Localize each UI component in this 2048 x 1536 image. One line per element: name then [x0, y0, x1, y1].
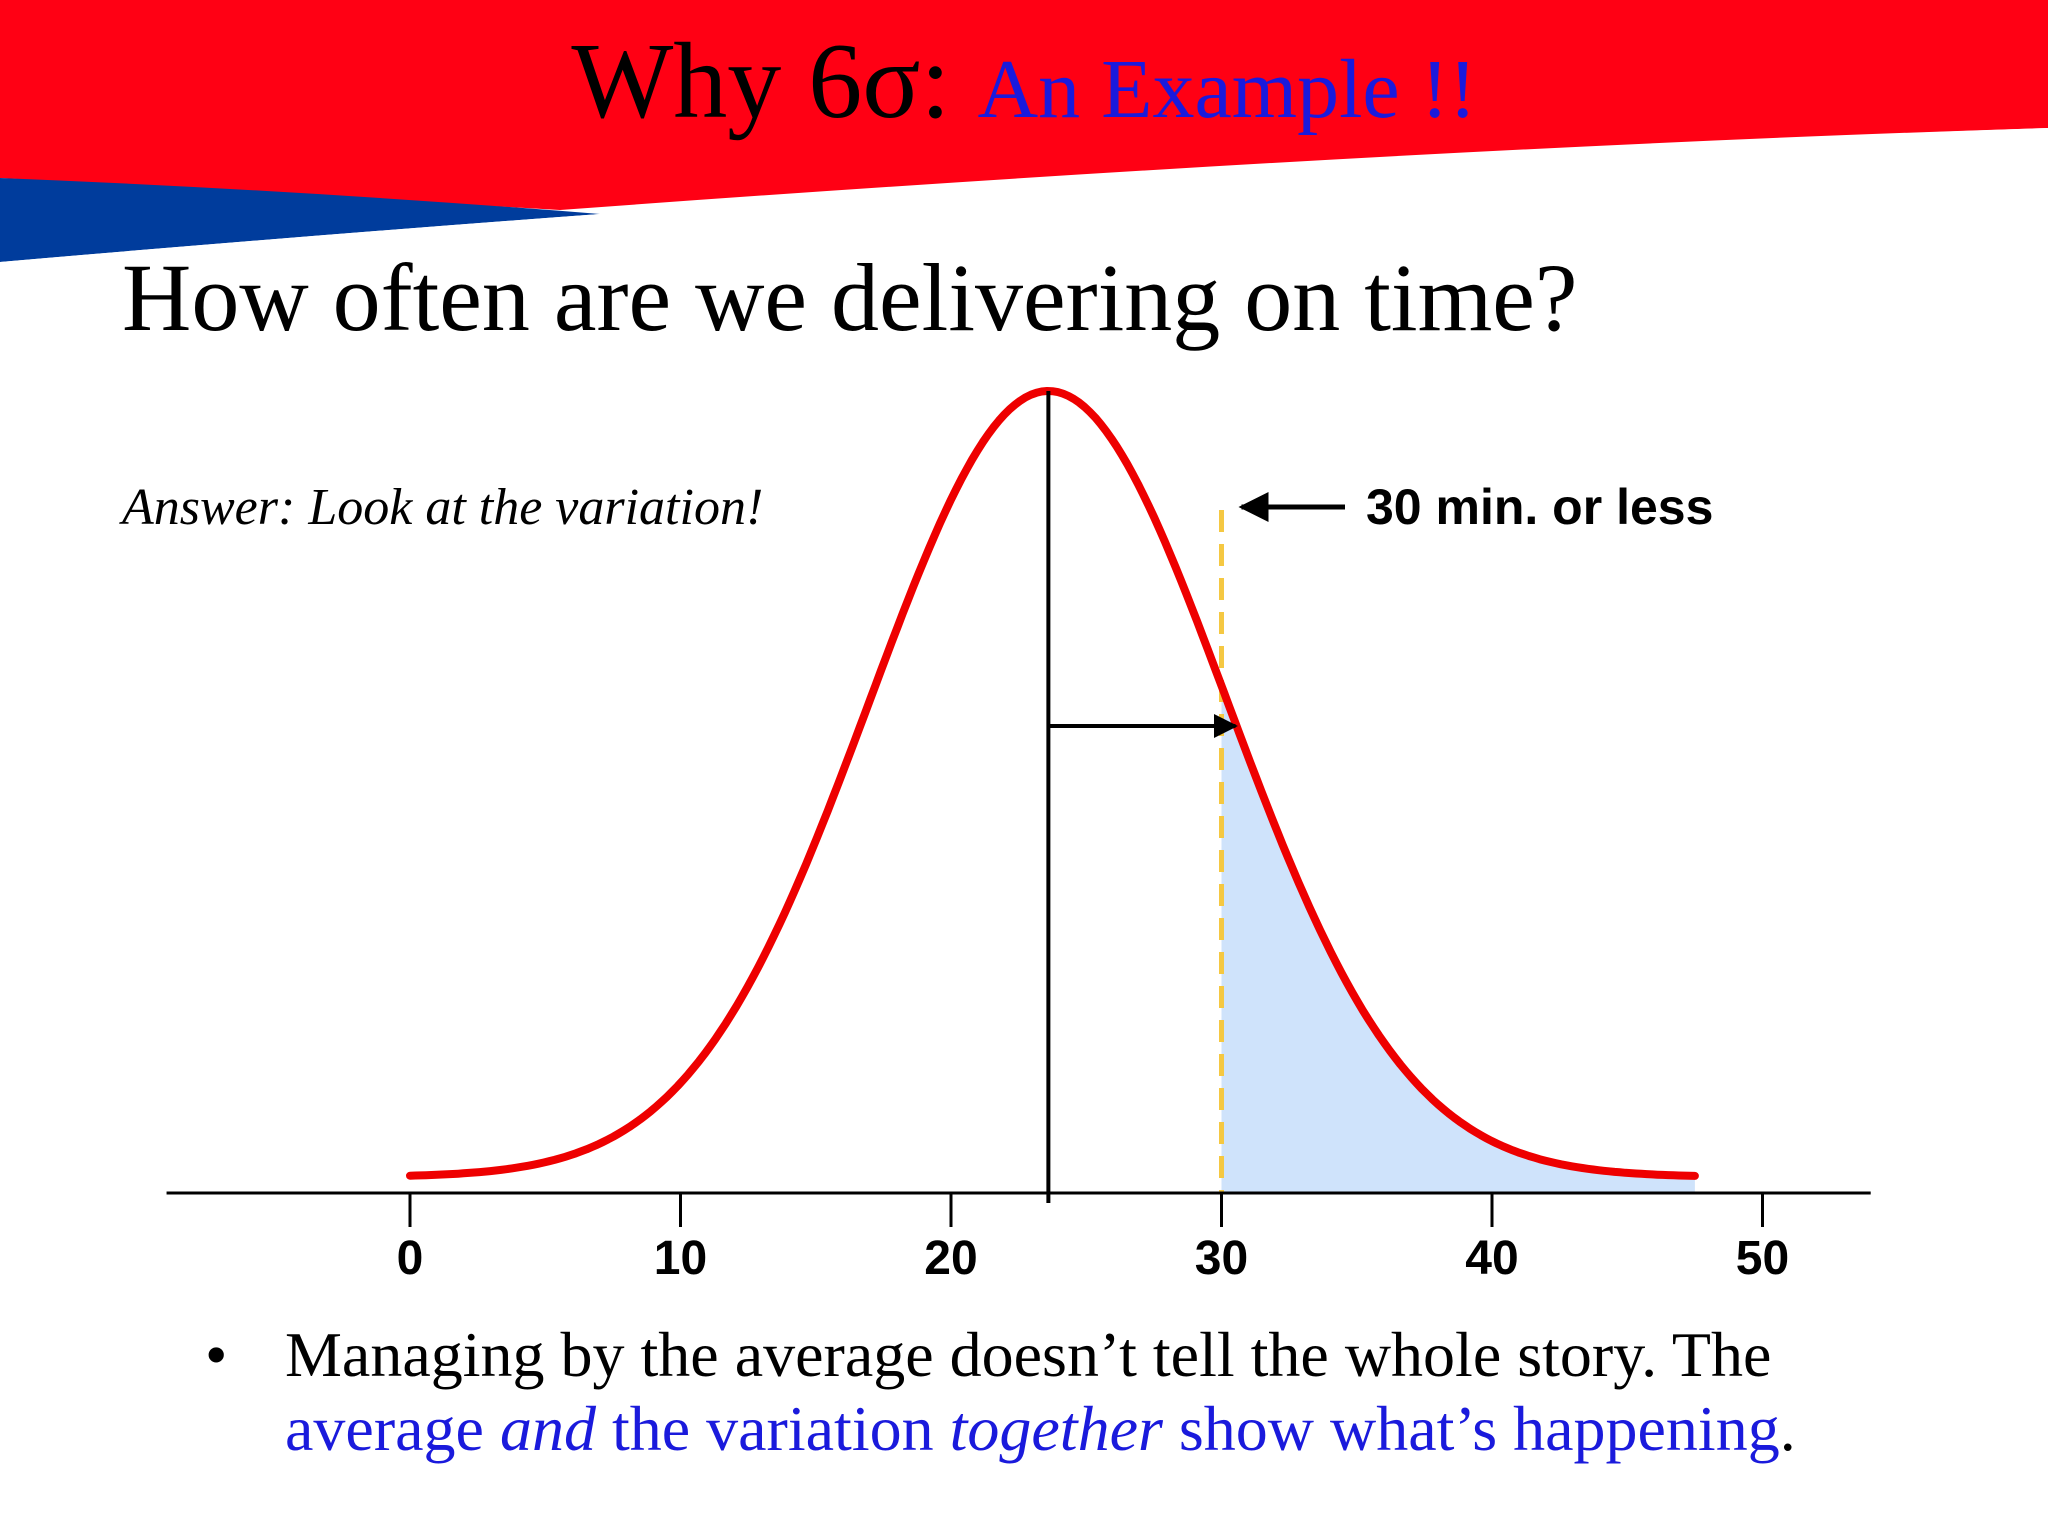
slide-title-main: Why 6σ:	[571, 22, 951, 141]
slide-title-sub: An Example !!	[977, 43, 1477, 136]
x-tick-label: 10	[654, 1232, 707, 1285]
normal-distribution-curve	[406, 387, 1699, 1180]
spec-limit-label: 30 min. or less	[1366, 479, 1713, 535]
question-heading: How often are we delivering on time?	[122, 244, 1578, 351]
bullet-word-and: and	[499, 1393, 596, 1464]
x-tick-label: 50	[1736, 1232, 1789, 1285]
bullet-word-the-variation: the variation	[595, 1393, 950, 1464]
bullet-period: .	[1779, 1393, 1796, 1464]
x-axis-ticks: 0 10 20 30 40 50	[397, 1193, 1789, 1285]
bullet-word-show: show what’s happening	[1162, 1393, 1780, 1464]
slide-title: Why 6σ: An Example !!	[0, 22, 2048, 150]
banner-blue-swoosh	[0, 178, 600, 262]
bullet-word-together: together	[949, 1393, 1163, 1464]
banner-red-band	[0, 0, 2048, 210]
x-tick-label: 40	[1465, 1232, 1518, 1285]
bullet-dot: •	[205, 1319, 228, 1390]
x-tick-label: 30	[1195, 1232, 1248, 1285]
banner-white-edge	[0, 128, 2048, 270]
bullet-line-2: average and the variation together show …	[285, 1392, 1796, 1466]
bullet-word-average: average	[285, 1393, 500, 1464]
answer-text: Answer: Look at the variation!	[122, 479, 764, 536]
bullet-text: Managing by the average doesn’t tell the…	[285, 1318, 1796, 1466]
late-delivery-shaded-area	[1221, 685, 1695, 1193]
x-tick-label: 20	[924, 1232, 977, 1285]
title-banner	[0, 0, 2048, 270]
x-tick-label: 0	[397, 1232, 424, 1285]
spec-limit-annotation: 30 min. or less	[1238, 479, 1713, 535]
bullet-line-1: Managing by the average doesn’t tell the…	[285, 1319, 1772, 1390]
